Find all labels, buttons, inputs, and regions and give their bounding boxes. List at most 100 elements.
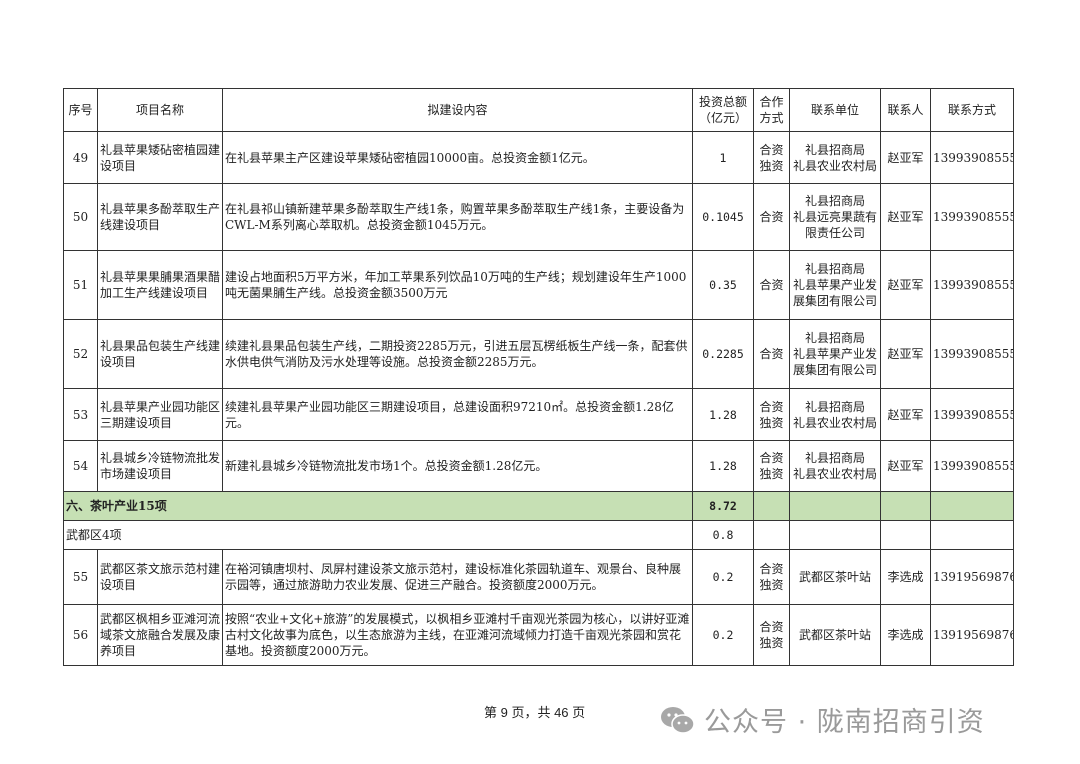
build-content: 建设占地面积5万平方米，年加工苹果系列饮品10万吨的生产线；规划建设年生产100… [222,250,693,320]
investment-amount: 0.2 [692,549,754,605]
contact-person: 赵亚军 [880,131,931,184]
project-table: 序号 项目名称 拟建设内容 投资总额 （亿元） 合作 方式 联系单位 联系人 联… [63,88,1014,666]
build-content: 在礼县苹果主产区建设苹果矮砧密植园10000亩。总投资金额1亿元。 [222,131,693,184]
watermark: 公众号 · 陇南招商引资 [660,700,985,739]
contact-unit: 礼县招商局 礼县苹果产业发展集团有限公司 [789,250,881,320]
project-name: 礼县苹果果脯果酒果醋加工生产线建设项目 [97,250,223,320]
table-header: 序号 项目名称 拟建设内容 投资总额 （亿元） 合作 方式 联系单位 联系人 联… [63,88,1014,132]
table-row: 51 礼县苹果果脯果酒果醋加工生产线建设项目 建设占地面积5万平方米，年加工苹果系列… [63,250,1014,320]
table-row: 55 武都区茶文旅示范村建设项目 在裕河镇唐坝村、凤屏村建设茶文旅示范村，建设标准化… [63,549,1014,605]
row-no: 55 [63,549,98,605]
row-no: 49 [63,131,98,184]
row-no: 52 [63,319,98,389]
build-content: 续建礼县果品包装生产线，二期投资2285万元，引进五层瓦楞纸板生产线一条，配套供… [222,319,693,389]
contact-unit: 礼县招商局 礼县农业农村局 [789,388,881,441]
cooperation-mode: 合资 独资 [753,388,790,441]
contact-phone: 13993908555 [930,319,1014,389]
contact-person: 李选成 [880,549,931,605]
header-name: 项目名称 [97,88,223,132]
investment-amount: 1.28 [692,388,754,441]
empty-cell [880,520,931,550]
contact-phone: 13919569876 [930,549,1014,605]
empty-cell [930,520,1014,550]
build-content: 按照“农业+文化+旅游”的发展模式，以枫相乡亚滩村千亩观光茶园为核心，以讲好亚滩… [222,604,693,666]
table-row: 54 礼县城乡冷链物流批发市场建设项目 新建礼县城乡冷链物流批发市场1个。总投资金额… [63,440,1014,492]
contact-phone: 13993908555 [930,131,1014,184]
cooperation-mode: 合资 独资 [753,604,790,666]
build-content: 续建礼县苹果产业园功能区三期建设项目，总建设面积97210㎡。总投资金额1.28… [222,388,693,441]
empty-cell [753,491,790,521]
empty-cell [880,491,931,521]
empty-cell [930,491,1014,521]
subsection-row: 武都区4项 0.8 [63,520,1014,550]
section-amount: 8.72 [692,491,754,521]
cooperation-mode: 合资 独资 [753,131,790,184]
section-amount: 0.8 [692,520,754,550]
subsection-title: 武都区4项 [63,520,693,550]
build-content: 新建礼县城乡冷链物流批发市场1个。总投资金额1.28亿元。 [222,440,693,492]
contact-unit: 礼县招商局 礼县远亮果蔬有限责任公司 [789,183,881,251]
project-name: 礼县苹果矮砧密植园建设项目 [97,131,223,184]
project-name: 武都区枫相乡亚滩河流域茶文旅融合发展及康养项目 [97,604,223,666]
row-no: 53 [63,388,98,441]
investment-amount: 0.2285 [692,319,754,389]
wechat-icon [661,706,695,734]
project-name: 礼县苹果多酚萃取生产线建设项目 [97,183,223,251]
empty-cell [753,520,790,550]
contact-phone: 13919569876 [930,604,1014,666]
build-content: 在裕河镇唐坝村、凤屏村建设茶文旅示范村，建设标准化茶园轨道车、观景台、良种展示园… [222,549,693,605]
cooperation-mode: 合资 独资 [753,440,790,492]
contact-phone: 13993908555 [930,250,1014,320]
contact-unit: 礼县招商局 礼县农业农村局 [789,440,881,492]
row-no: 56 [63,604,98,666]
empty-cell [789,491,881,521]
cooperation-mode: 合资 [753,250,790,320]
header-amount: 投资总额 （亿元） [692,88,754,132]
contact-person: 李选成 [880,604,931,666]
investment-amount: 1.28 [692,440,754,492]
contact-person: 赵亚军 [880,319,931,389]
page-number: 第 9 页，共 46 页 [484,705,586,720]
contact-phone: 13993908555 [930,183,1014,251]
table-row: 53 礼县苹果产业园功能区三期建设项目 续建礼县苹果产业园功能区三期建设项目，总建设… [63,388,1014,441]
contact-unit: 武都区茶叶站 [789,549,881,605]
project-name: 礼县苹果产业园功能区三期建设项目 [97,388,223,441]
project-name: 武都区茶文旅示范村建设项目 [97,549,223,605]
contact-person: 赵亚军 [880,183,931,251]
row-no: 50 [63,183,98,251]
row-no: 51 [63,250,98,320]
header-phone: 联系方式 [930,88,1014,132]
investment-amount: 0.35 [692,250,754,320]
build-content: 在礼县祁山镇新建苹果多酚萃取生产线1条，购置苹果多酚萃取生产线1条，主要设备为C… [222,183,693,251]
cooperation-mode: 合资 [753,183,790,251]
investment-amount: 1 [692,131,754,184]
header-person: 联系人 [880,88,931,132]
cooperation-mode: 合资 [753,319,790,389]
contact-unit: 武都区茶叶站 [789,604,881,666]
contact-person: 赵亚军 [880,388,931,441]
table-row: 50 礼县苹果多酚萃取生产线建设项目 在礼县祁山镇新建苹果多酚萃取生产线1条，购置苹… [63,183,1014,251]
empty-cell [789,520,881,550]
investment-amount: 0.2 [692,604,754,666]
contact-phone: 13993908555 [930,388,1014,441]
contact-person: 赵亚军 [880,440,931,492]
header-coop: 合作 方式 [753,88,790,132]
contact-person: 赵亚军 [880,250,931,320]
header-content: 拟建设内容 [222,88,693,132]
table-row: 49 礼县苹果矮砧密植园建设项目 在礼县苹果主产区建设苹果矮砧密植园10000亩。总… [63,131,1014,184]
section-row: 六、茶叶产业15项 8.72 [63,491,1014,521]
header-no: 序号 [63,88,98,132]
cooperation-mode: 合资 独资 [753,549,790,605]
table-row: 56 武都区枫相乡亚滩河流域茶文旅融合发展及康养项目 按照“农业+文化+旅游”的发展… [63,604,1014,666]
investment-amount: 0.1045 [692,183,754,251]
table-row: 52 礼县果品包装生产线建设项目 续建礼县果品包装生产线，二期投资2285万元，引进… [63,319,1014,389]
section-title: 六、茶叶产业15项 [63,491,693,521]
row-no: 54 [63,440,98,492]
contact-unit: 礼县招商局 礼县苹果产业发展集团有限公司 [789,319,881,389]
watermark-text: 公众号 · 陇南招商引资 [704,707,985,738]
header-unit: 联系单位 [789,88,881,132]
project-name: 礼县城乡冷链物流批发市场建设项目 [97,440,223,492]
project-name: 礼县果品包装生产线建设项目 [97,319,223,389]
contact-unit: 礼县招商局 礼县农业农村局 [789,131,881,184]
contact-phone: 13993908555 [930,440,1014,492]
